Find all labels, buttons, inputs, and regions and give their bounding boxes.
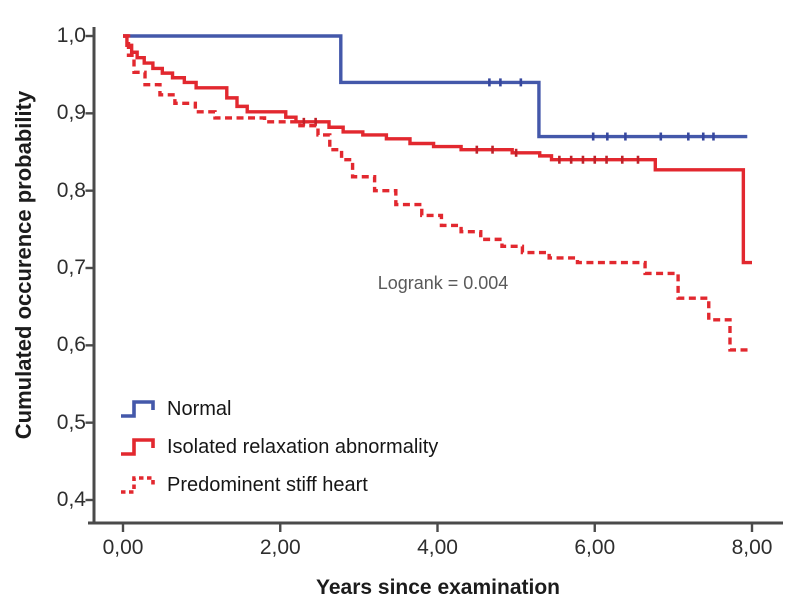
y-tick-label: 0,4	[56, 487, 86, 511]
y-tick-label: 0,5	[56, 410, 86, 434]
series-curve-isolated-relaxation-abnormality	[123, 34, 752, 265]
legend-item-isolated-relaxation-abnormality: Isolated relaxation abnormality	[119, 428, 438, 466]
x-tick-label: 4,00	[417, 536, 458, 559]
legend-step-line-icon	[121, 476, 155, 494]
x-tick-label: 6,00	[574, 536, 616, 559]
y-axis-title: Cumulated occurence probability	[11, 90, 36, 440]
legend-item-normal: Normal	[119, 390, 438, 428]
x-tick-label: 0,00	[102, 536, 144, 559]
legend-step-line-icon	[121, 438, 155, 456]
legend-label: Normal	[167, 397, 232, 420]
y-tick-label: 0,8	[56, 178, 86, 202]
y-tick-label: 0,9	[56, 101, 86, 125]
legend-label: Isolated relaxation abnormality	[167, 435, 439, 458]
x-tick-label: 2,00	[259, 536, 301, 559]
legend-step-line-icon	[121, 400, 155, 418]
x-axis-title: Years since examination	[316, 576, 560, 599]
legend-item-predominent-stiff-heart: Predominent stiff heart	[119, 466, 438, 504]
series-curve-normal	[123, 34, 748, 139]
series-curve-predominent-stiff-heart	[123, 34, 752, 352]
x-tick-label: 8,00	[731, 536, 773, 559]
y-tick-label: 0,7	[56, 255, 86, 279]
legend: Normal Isolated relaxation abnormality P…	[119, 390, 438, 504]
logrank-annotation: Logrank = 0.004	[377, 273, 509, 293]
legend-label: Predominent stiff heart	[167, 473, 368, 496]
y-tick-label: 0,6	[56, 333, 86, 357]
y-tick-label: 1,0	[56, 24, 86, 47]
